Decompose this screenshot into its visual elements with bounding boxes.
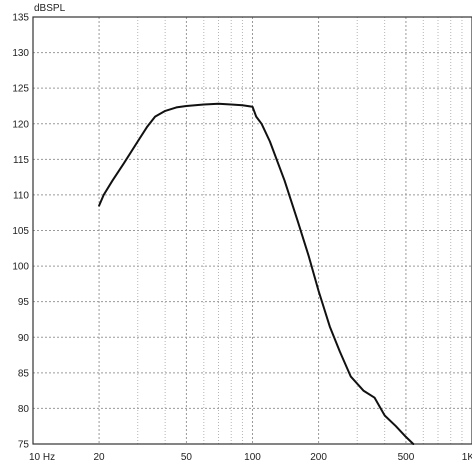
x-tick-label: 1K bbox=[462, 452, 472, 463]
y-tick-label: 135 bbox=[12, 13, 29, 24]
x-tick-label: 20 bbox=[94, 452, 106, 463]
y-tick-label: 115 bbox=[13, 155, 29, 166]
x-tick-labels: 10 Hz 20 50 100 200 500 1K bbox=[29, 452, 472, 463]
x-tick-label: 10 Hz bbox=[29, 452, 55, 463]
plot-frame bbox=[32, 16, 472, 445]
x-tick-label: 100 bbox=[244, 452, 261, 463]
y-tick-label: 110 bbox=[13, 190, 29, 201]
y-tick-label: 95 bbox=[18, 297, 30, 308]
series-line bbox=[98, 102, 415, 445]
y-tick-label: 105 bbox=[12, 226, 29, 237]
y-tick-label: 85 bbox=[18, 368, 30, 379]
y-tick-label: 90 bbox=[18, 333, 30, 344]
x-tick-label: 500 bbox=[398, 452, 415, 463]
y-tick-label: 130 bbox=[12, 48, 29, 59]
x-tick-label: 50 bbox=[181, 452, 193, 463]
y-axis-label: dBSPL bbox=[34, 3, 66, 14]
y-tick-label: 75 bbox=[18, 440, 30, 451]
y-tick-label: 100 bbox=[12, 262, 29, 273]
y-tick-label: 120 bbox=[12, 119, 29, 130]
y-tick-label: 80 bbox=[18, 404, 30, 415]
x-tick-label: 200 bbox=[310, 452, 327, 463]
grid bbox=[32, 16, 472, 445]
y-tick-labels: 75 80 85 90 95 100 105 110 115 120 125 130 135 bbox=[12, 13, 29, 451]
y-tick-label: 125 bbox=[12, 84, 29, 95]
response-curve-layer bbox=[98, 102, 415, 445]
